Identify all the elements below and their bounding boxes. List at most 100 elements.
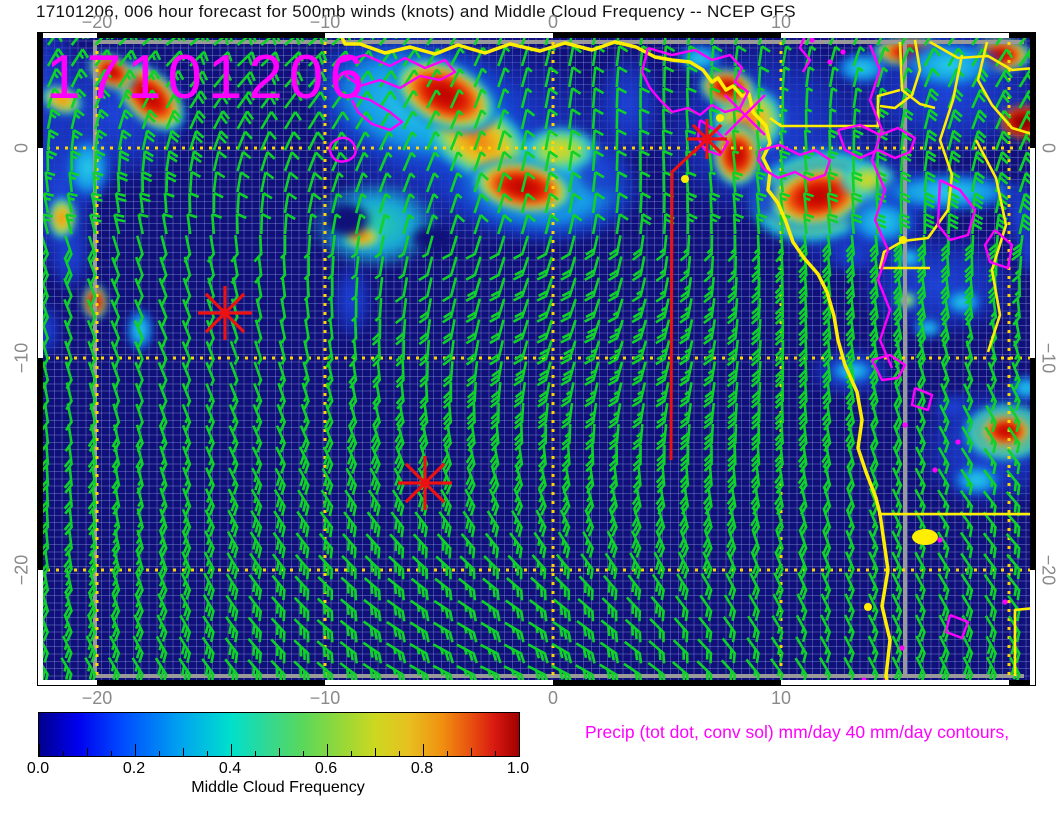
wind-barb <box>891 593 903 621</box>
wind-barb <box>293 596 310 622</box>
wind-barb <box>607 298 624 323</box>
wind-barb <box>937 446 950 475</box>
wind-barb <box>774 550 784 579</box>
frame-segment <box>781 680 1009 685</box>
wind-barb <box>726 297 739 325</box>
wind-barb <box>772 593 784 621</box>
wind-barb <box>708 170 716 193</box>
wind-barb <box>303 297 310 323</box>
wind-barb <box>867 614 879 642</box>
wind-barb <box>821 276 832 305</box>
wind-barb <box>971 171 986 193</box>
wind-barb <box>189 50 209 67</box>
wind-barb <box>212 170 226 193</box>
wind-barb <box>134 277 145 306</box>
wind-barb <box>939 404 950 432</box>
wind-barb <box>821 318 832 347</box>
wind-barb <box>798 381 808 410</box>
wind-barb <box>679 255 692 283</box>
wind-barb <box>260 191 273 214</box>
wind-barb <box>395 319 407 346</box>
wind-barb <box>402 110 418 130</box>
wind-barb <box>591 192 606 214</box>
wind-barb <box>270 638 286 664</box>
colorbar-tick-label: 0.2 <box>122 760 146 777</box>
wind-barb <box>212 90 232 109</box>
wind-barb <box>497 46 511 67</box>
wind-barb <box>536 361 552 387</box>
map-point <box>716 114 724 122</box>
frame-segment <box>97 680 325 685</box>
wind-barb <box>331 90 351 109</box>
wind-barb <box>965 340 974 369</box>
wind-barb <box>685 170 697 193</box>
wind-barb <box>394 298 408 325</box>
wind-barb <box>560 403 574 430</box>
wind-barb <box>537 402 549 430</box>
wind-barb <box>638 107 650 130</box>
wind-barb <box>449 68 465 88</box>
wind-barb <box>260 110 279 130</box>
cloud-blob <box>976 411 1035 451</box>
frame-segment <box>553 33 781 38</box>
colorbar-tick <box>231 744 232 756</box>
wind-barb <box>449 109 464 130</box>
wind-barb <box>655 423 668 451</box>
wind-barb <box>212 191 224 214</box>
frame-segment <box>325 33 553 38</box>
wind-barb <box>960 552 974 580</box>
wind-barb <box>449 151 463 172</box>
wind-barb <box>844 551 855 579</box>
wind-barb <box>608 487 619 516</box>
axis-tick-label: −10 <box>309 12 341 32</box>
wind-barb <box>374 235 386 259</box>
wind-barb <box>279 235 287 260</box>
wind-barb <box>994 89 1013 109</box>
wind-barb <box>655 277 670 303</box>
wind-barb <box>795 614 808 643</box>
country-border <box>769 88 901 128</box>
wind-barb <box>331 213 342 235</box>
wind-barb <box>497 213 513 235</box>
wind-barb <box>157 593 168 621</box>
wind-barb <box>963 383 974 411</box>
wind-barb <box>544 171 559 193</box>
colorbar <box>38 712 520 757</box>
wind-barb <box>899 191 911 214</box>
wind-barb <box>608 403 622 429</box>
wind-barb <box>236 110 255 130</box>
wind-barb <box>568 66 582 88</box>
wind-barb <box>354 172 369 193</box>
wind-barb <box>892 361 903 390</box>
wind-barb <box>107 657 121 685</box>
wind-barb <box>252 425 263 453</box>
wind-barb <box>201 657 215 685</box>
wind-barb <box>179 593 192 622</box>
wind-barb <box>503 643 526 664</box>
wind-barb <box>465 235 482 260</box>
wind-barb <box>555 553 571 580</box>
wind-barb <box>279 255 287 281</box>
wind-barb <box>726 487 737 515</box>
wind-barb <box>158 550 168 579</box>
wind-barb <box>583 298 601 323</box>
wind-barb <box>205 446 216 474</box>
wind-barb <box>964 255 974 284</box>
wind-barb <box>158 529 168 558</box>
colorbar-tick <box>63 751 64 756</box>
wind-barb <box>94 49 114 67</box>
wind-barb <box>561 466 571 494</box>
wind-barb <box>331 151 348 172</box>
wind-barb <box>250 488 263 517</box>
wind-barb <box>141 129 156 151</box>
wind-barb <box>655 487 666 515</box>
page-title: 17101206, 006 hour forecast for 500mb wi… <box>36 2 796 21</box>
wind-barb <box>757 86 765 109</box>
wind-barb <box>94 68 113 88</box>
wind-barb <box>224 658 239 685</box>
wind-barb <box>774 423 784 452</box>
wind-barb <box>1011 255 1023 283</box>
wind-barb <box>418 319 432 346</box>
wind-barb <box>802 191 815 214</box>
axis-tick-label: 10 <box>770 688 792 708</box>
